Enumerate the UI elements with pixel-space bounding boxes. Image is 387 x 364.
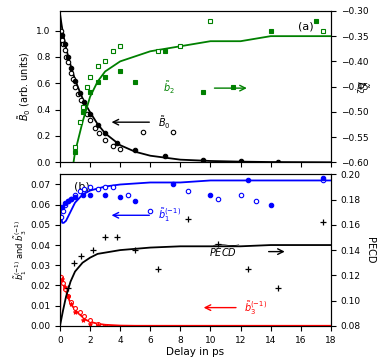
Y-axis label: $\tilde{b}_2$: $\tilde{b}_2$ [353,80,370,93]
Text: $\tilde{b}_3^{(-1)}$: $\tilde{b}_3^{(-1)}$ [244,298,267,317]
Y-axis label: $\tilde{B}_0$ (arb. units): $\tilde{B}_0$ (arb. units) [17,52,33,122]
Text: $\tilde{b}_1^{(-1)}$: $\tilde{b}_1^{(-1)}$ [158,206,181,224]
Y-axis label: $\tilde{b}_1^{(-1)}$ and $\tilde{b}_3^{(-1)}$: $\tilde{b}_1^{(-1)}$ and $\tilde{b}_3^{(… [12,220,29,280]
Text: $\widetilde{PECD}$: $\widetilde{PECD}$ [209,244,241,259]
Text: $\tilde{b}_2$: $\tilde{b}_2$ [163,80,175,96]
Text: $\tilde{B}_0$: $\tilde{B}_0$ [158,114,170,131]
Text: (a): (a) [298,21,314,32]
Text: (b): (b) [74,182,89,192]
Y-axis label: PECD: PECD [365,237,375,263]
X-axis label: Delay in ps: Delay in ps [166,347,224,357]
